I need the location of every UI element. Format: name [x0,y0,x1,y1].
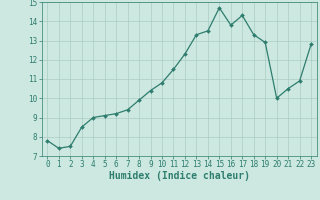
X-axis label: Humidex (Indice chaleur): Humidex (Indice chaleur) [109,171,250,181]
